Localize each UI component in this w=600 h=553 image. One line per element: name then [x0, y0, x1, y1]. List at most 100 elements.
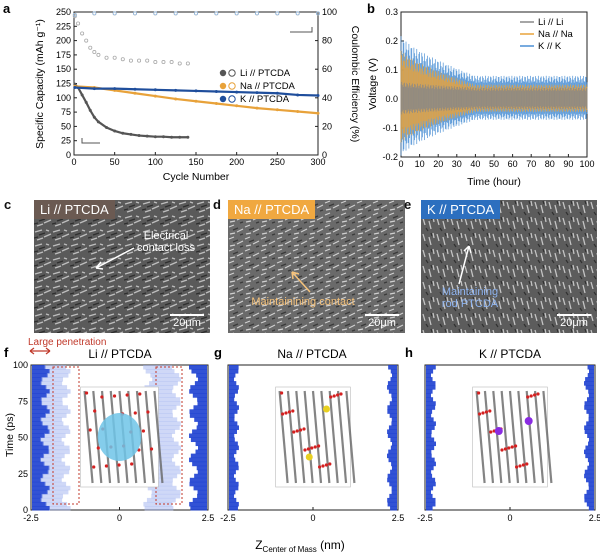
- oxygen-atom: [295, 429, 299, 433]
- ce-point: [128, 58, 133, 63]
- md-density-band-left: [229, 429, 237, 434]
- md-density-band-right: [586, 501, 594, 507]
- oxygen-atom: [318, 465, 322, 469]
- oxygen-atom: [321, 464, 325, 468]
- md-penetration-band-left: [48, 465, 71, 471]
- md-penetration-band-left: [47, 445, 70, 451]
- md-density-band-left: [32, 481, 46, 487]
- panel-a-chart: a 0 50 100 150 200 250 300 0255075100125150175…: [3, 1, 361, 183]
- panel-c-tag: Li // PTCDA: [34, 200, 115, 219]
- ce-point: [72, 12, 77, 17]
- md-density-band-left: [32, 389, 50, 394]
- panel-b-xtick-label: 70: [526, 159, 536, 169]
- md-density-band-right: [197, 377, 207, 382]
- md-density-band-right: [586, 409, 594, 414]
- md-density-band-right: [584, 429, 594, 434]
- panel-b-xtick-label: 90: [563, 159, 573, 169]
- md-density-band-right: [584, 473, 594, 479]
- oxygen-atom: [112, 394, 117, 398]
- oxygen-atom: [324, 463, 328, 467]
- md-penetration-band-right: [151, 401, 181, 406]
- legend-label: K // K: [538, 41, 562, 52]
- md-density-band-right: [588, 389, 594, 394]
- md-density-band-right: [584, 493, 594, 499]
- md-density-band-left: [426, 365, 436, 370]
- oxygen-atom: [488, 409, 492, 413]
- md-penetration-band-right: [151, 489, 181, 495]
- md-density-band-right: [387, 429, 397, 434]
- legend-label: Li // PTCDA: [240, 68, 291, 79]
- md-density-band-right: [192, 393, 207, 398]
- panel-c-scale-bar: 20μm: [170, 314, 204, 329]
- md-density-band-right: [588, 393, 594, 398]
- panel-b-xtick-label: 30: [452, 159, 462, 169]
- panel-c-scale-label: 20μm: [173, 317, 201, 329]
- panel-h-letter: h: [405, 345, 413, 360]
- md-density-band-left: [32, 401, 43, 406]
- md-density-band-right: [189, 481, 207, 487]
- md-density-band-right: [387, 409, 397, 414]
- md-density-band-right: [197, 489, 207, 495]
- ce-point: [234, 11, 239, 16]
- md-density-band-left: [229, 409, 238, 414]
- ce-point: [112, 11, 117, 16]
- ptcda-molecule-stack: [286, 390, 298, 484]
- capacity-point: [153, 135, 157, 139]
- legend-hollow-marker: [228, 82, 236, 90]
- oxygen-atom: [141, 429, 145, 433]
- panel-b-xtick-label: 100: [579, 159, 594, 169]
- md-density-band-right: [194, 381, 207, 386]
- ce-point: [132, 11, 137, 16]
- md-penetration-band-right: [144, 505, 174, 511]
- md-penetration-band-right: [151, 493, 181, 499]
- capacity-point: [296, 110, 300, 114]
- md-density-band-left: [229, 393, 235, 398]
- panel-b-xtick-label: 50: [489, 159, 499, 169]
- oxygen-atom: [146, 410, 150, 414]
- md-density-band-left: [32, 409, 50, 414]
- panel-a-ytick-left-label: 25: [61, 136, 71, 146]
- md-density-band-right: [197, 493, 207, 499]
- md-density-band-left: [32, 497, 42, 503]
- oxygen-atom: [500, 448, 504, 452]
- panel-a-ytick-left-label: 50: [61, 121, 71, 131]
- panel-b-xtick-label: 60: [508, 159, 518, 169]
- ce-point: [193, 11, 198, 16]
- panel-d-arrow: [291, 271, 311, 293]
- oxygen-atom: [292, 430, 296, 434]
- md-density-band-left: [32, 465, 50, 471]
- ptcda-molecule-stack: [295, 390, 306, 484]
- md-penetration-band-right: [148, 417, 178, 422]
- panel-e-scale-bar: 20μm: [557, 314, 591, 329]
- oxygen-atom: [481, 411, 485, 415]
- panel-b-ytick-label: 0.3: [385, 7, 398, 17]
- capacity-point: [186, 135, 190, 139]
- md-density-band-left: [229, 473, 235, 479]
- oxygen-atom: [518, 464, 522, 468]
- md-density-band-left: [32, 377, 43, 382]
- panel-c-arrow: [95, 247, 135, 270]
- capacity-point: [235, 104, 239, 108]
- md-density-band-left: [32, 369, 50, 374]
- panel-b-xtick-label: 10: [415, 159, 425, 169]
- oxygen-atom: [329, 395, 333, 399]
- oxygen-atom: [514, 444, 518, 448]
- md-density-band-left: [426, 485, 434, 491]
- panel-a-ytick-left-label: 150: [56, 64, 71, 74]
- na-ion: [322, 405, 330, 413]
- md-density-band-right: [588, 437, 594, 443]
- md-density-band-left: [32, 489, 48, 495]
- md-density-band-right: [189, 365, 207, 370]
- panel-e-annotation: Maintaining rod PTCDA: [441, 286, 499, 310]
- oxygen-atom: [133, 411, 137, 415]
- md-density-band-right: [387, 497, 397, 503]
- md-penetration-band-right: [143, 501, 173, 507]
- md-density-band-right: [587, 365, 594, 370]
- panel-f-annotation: Large penetration: [28, 337, 106, 348]
- oxygen-atom: [489, 430, 493, 434]
- md-density-band-right: [387, 501, 397, 507]
- ce-point: [153, 11, 158, 16]
- md-density-band-right: [587, 457, 594, 463]
- panel-b-xtick-label: 0: [398, 159, 403, 169]
- panel-a-ytick-right-label: 80: [322, 36, 332, 46]
